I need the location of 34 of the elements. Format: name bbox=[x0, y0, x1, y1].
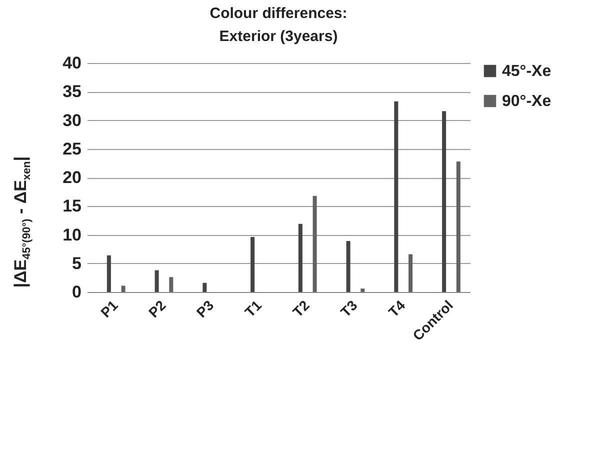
y-tick-label: 40 bbox=[62, 54, 82, 72]
chart-subtitle: Exterior (3years) bbox=[219, 28, 338, 45]
x-tick-label: T3 bbox=[337, 296, 360, 320]
bar bbox=[202, 282, 207, 292]
y-tick-label: 20 bbox=[62, 168, 82, 187]
bar bbox=[154, 270, 159, 292]
bar bbox=[312, 196, 317, 292]
x-tick-label: P2 bbox=[145, 296, 169, 321]
y-tick-label: 30 bbox=[62, 110, 82, 130]
bar bbox=[169, 277, 174, 292]
y-tick-label: 25 bbox=[62, 139, 82, 158]
y-tick-label: 0 bbox=[72, 282, 82, 302]
bar bbox=[346, 241, 350, 292]
x-tick-label: P3 bbox=[193, 296, 217, 321]
x-tick-label: T2 bbox=[289, 296, 312, 320]
y-tick-label: 10 bbox=[62, 225, 82, 244]
y-tick-label: 5 bbox=[72, 254, 82, 273]
y-tick-label: 15 bbox=[62, 196, 82, 216]
y-tick-label: 35 bbox=[62, 82, 82, 102]
bar bbox=[106, 255, 111, 292]
bar bbox=[298, 224, 302, 292]
x-tick-label: P1 bbox=[97, 296, 121, 321]
bar bbox=[360, 288, 365, 292]
bar bbox=[250, 237, 255, 292]
bar bbox=[394, 101, 398, 292]
chart-title: Colour differences: bbox=[210, 5, 348, 22]
x-tick-label: T1 bbox=[242, 296, 265, 320]
x-tick-label: T4 bbox=[385, 296, 408, 320]
bar bbox=[408, 254, 413, 292]
legend-label: 90°-Xe bbox=[502, 93, 552, 110]
bar bbox=[121, 286, 126, 292]
bar bbox=[456, 161, 460, 292]
bar bbox=[442, 111, 446, 292]
legend-label: 45°-Xe bbox=[502, 63, 552, 80]
